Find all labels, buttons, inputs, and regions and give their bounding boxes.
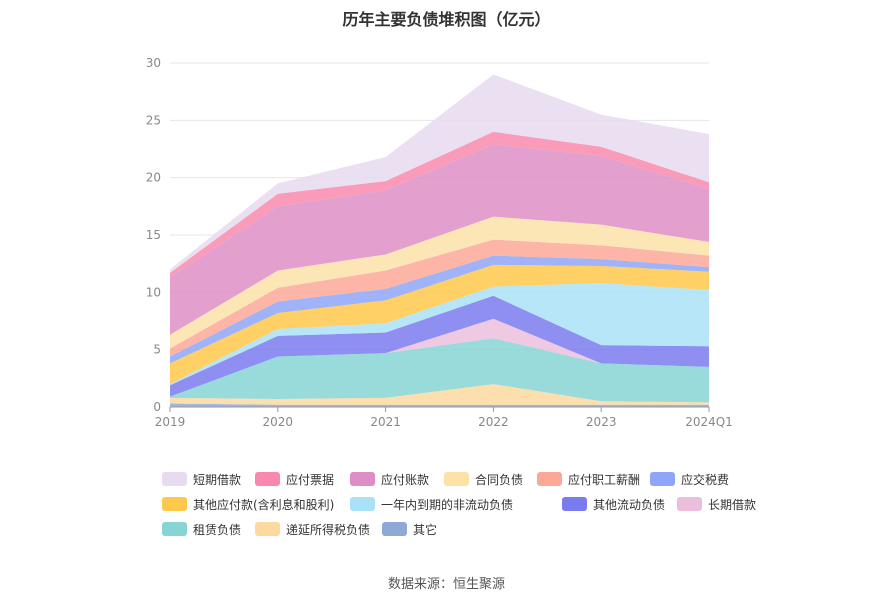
- legend-item[interactable]: 短期借款: [162, 470, 241, 488]
- legend-swatch: [382, 522, 407, 536]
- legend-swatch: [350, 497, 375, 511]
- area-series-11: [170, 131, 709, 278]
- legend-swatch: [162, 497, 187, 511]
- x-tick-label: 2023: [586, 415, 617, 429]
- area-series-9: [170, 216, 709, 349]
- legend-item[interactable]: 应付票据: [255, 470, 334, 488]
- legend-label: 租赁负债: [193, 522, 242, 537]
- legend-label: 应交税费: [681, 472, 730, 487]
- legend-item[interactable]: 应付账款: [350, 470, 429, 488]
- legend-label: 长期借款: [708, 497, 757, 512]
- legend-swatch: [162, 472, 187, 486]
- legend-item[interactable]: 递延所得税负债: [255, 520, 370, 538]
- legend-item[interactable]: 租赁负债: [162, 520, 241, 538]
- chart-title: 历年主要负债堆积图（亿元）: [342, 10, 551, 29]
- y-tick-label: 15: [146, 228, 161, 242]
- legend-label: 其它: [413, 522, 438, 537]
- legend-label: 递延所得税负债: [286, 522, 371, 537]
- legend-swatch: [444, 472, 469, 486]
- legend-item[interactable]: 其它: [382, 520, 437, 538]
- legend-swatch: [162, 522, 187, 536]
- legend-label: 合同负债: [475, 472, 524, 487]
- x-tick-label: 2020: [263, 415, 294, 429]
- legend-label: 应付账款: [381, 472, 430, 487]
- x-tick-label: 2022: [478, 415, 509, 429]
- legend-label: 其他流动负债: [593, 497, 666, 512]
- area-series-12: [170, 74, 709, 273]
- area-series-2: [170, 338, 709, 403]
- legend-swatch: [255, 522, 280, 536]
- legend-item[interactable]: 其他应付款(含利息和股利): [162, 495, 334, 513]
- area-series-8: [170, 239, 709, 357]
- legend-item[interactable]: 一年内到期的非流动负债: [350, 495, 513, 513]
- legend-swatch: [562, 497, 587, 511]
- area-series-6: [170, 264, 709, 385]
- legend-item[interactable]: 应付职工薪酬: [537, 470, 640, 488]
- legend-swatch: [255, 472, 280, 486]
- stacked-area-chart: 0 5 10 15 20 25 30 2019 2020 2021 2022 2023 2024Q1: [146, 56, 733, 429]
- legend-swatch: [677, 497, 702, 511]
- legend-label: 应付职工薪酬: [568, 472, 641, 487]
- legend-swatch: [537, 472, 562, 486]
- legend-item[interactable]: 应交税费: [650, 470, 729, 488]
- legend-label: 其他应付款(含利息和股利): [193, 497, 335, 512]
- y-tick-label: 25: [146, 113, 161, 127]
- legend-item[interactable]: 合同负债: [444, 470, 523, 488]
- area-series-1: [170, 384, 709, 405]
- area-series-4: [170, 295, 709, 397]
- legend-swatch: [650, 472, 675, 486]
- area-series-7: [170, 255, 709, 364]
- x-tick-label: 2019: [155, 415, 186, 429]
- legend-label: 应付票据: [286, 472, 335, 487]
- x-tick-label: 2024Q1: [685, 415, 733, 429]
- legend-label: 短期借款: [193, 472, 242, 487]
- x-tick-label: 2021: [370, 415, 401, 429]
- legend-label: 一年内到期的非流动负债: [381, 497, 514, 512]
- area-series-5: [170, 283, 709, 386]
- y-tick-label: 20: [146, 171, 161, 185]
- area-series-10: [170, 144, 709, 335]
- data-source-note: 数据来源：恒生聚源: [387, 577, 505, 592]
- legend-item[interactable]: 长期借款: [677, 495, 756, 513]
- legend-item[interactable]: 其他流动负债: [562, 495, 665, 513]
- y-tick-label: 10: [146, 285, 161, 299]
- y-tick-label: 0: [153, 400, 161, 414]
- legend-swatch: [350, 472, 375, 486]
- y-tick-label: 5: [153, 343, 161, 357]
- area-series-0: [170, 403, 709, 407]
- y-tick-label: 30: [146, 56, 161, 70]
